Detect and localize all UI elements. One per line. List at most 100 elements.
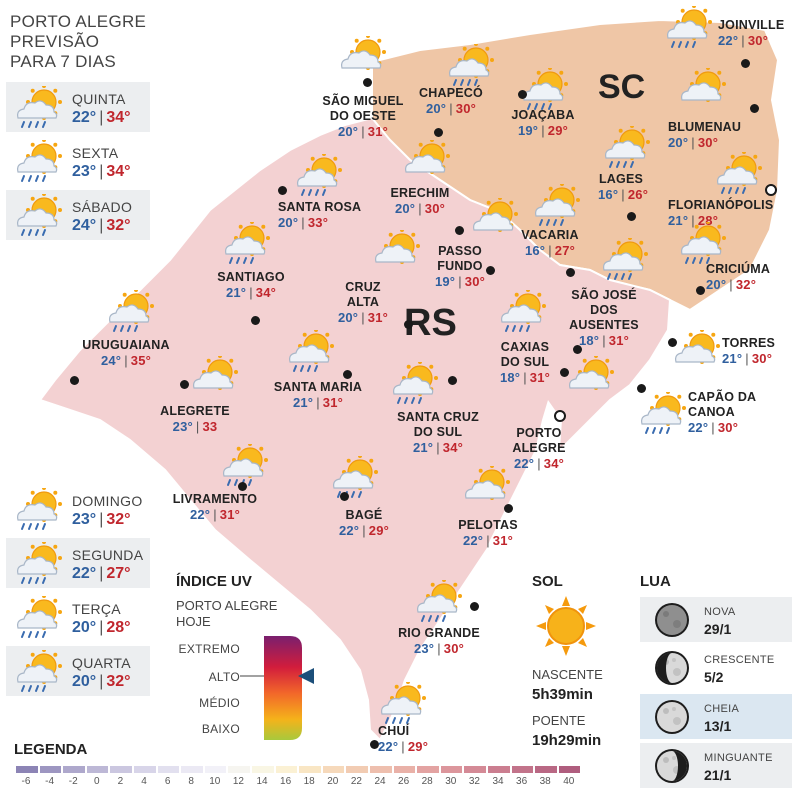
city-max: 34° (442, 440, 464, 455)
legend-heading: LEGENDA (14, 741, 88, 758)
city-name: SANTA MARIA (273, 380, 363, 394)
sun-cloud-icon (412, 578, 464, 631)
city-marker (566, 268, 575, 277)
city-name: BAGÉ (345, 508, 383, 522)
city-max: 32° (735, 277, 757, 292)
city-name: FLORIANÓPOLIS (668, 198, 774, 212)
city-max: 30° (717, 420, 739, 435)
uv-scale (240, 636, 314, 740)
city-temps: 16° | 26° (598, 187, 649, 202)
city-min: 20° (668, 135, 689, 150)
sun-cloud-rain-icon (12, 138, 64, 191)
city-name: CHAPECÓ (419, 86, 483, 100)
city-temps: 20° | 31° (337, 124, 389, 139)
city-max: 31° (367, 310, 389, 325)
moon-phase-icon (652, 697, 692, 742)
city-temps: 18° | 31° (499, 370, 551, 385)
forecast-temps: 22° | 27° (72, 565, 131, 582)
sun-cloud-icon (284, 328, 336, 381)
city-temps: 20° | 30° (394, 201, 446, 216)
sun-cloud-rain-icon (12, 192, 64, 245)
sun-cloud-icon (370, 228, 422, 281)
city-name: VACARIA (521, 228, 579, 242)
city-label: CAPÃO DA CANOA 22° | 30° (688, 390, 756, 435)
city-max: 31° (219, 507, 241, 522)
city-max: 34° (255, 285, 277, 300)
legend-tick: 16 (280, 776, 292, 787)
city-min: 22° (338, 523, 360, 538)
city-name: DO SUL (500, 355, 550, 369)
sun-cloud-icon (220, 220, 272, 273)
sun-cloud-icon (662, 4, 714, 57)
moon-phase-name: NOVA (704, 606, 736, 618)
city-min: 22° (718, 33, 739, 48)
sun-cloud-icon (188, 354, 240, 407)
city-label: URUGUAIANA 24° | 35° (78, 338, 174, 368)
city-label: CRUZ ALTA 20° | 31° (328, 280, 398, 325)
sun-cloud-icon (670, 328, 722, 381)
city-marker (363, 78, 372, 87)
capital-marker (765, 184, 777, 196)
legend-swatch (464, 766, 486, 773)
city-min: 19° (517, 123, 539, 138)
legend-swatch (488, 766, 510, 773)
city-min: 22° (378, 739, 399, 754)
sun-cloud-icon (328, 454, 380, 507)
city-min: 16° (598, 187, 619, 202)
city-marker (573, 345, 582, 354)
city-min: 23° (172, 419, 193, 434)
legend-tick: 38 (539, 776, 551, 787)
legend-swatch (39, 766, 62, 773)
legend-swatch (181, 766, 203, 773)
city-min: 23° (413, 641, 435, 656)
legend-swatch (346, 766, 368, 773)
uv-current-marker (298, 668, 314, 684)
forecast-max: 34° (106, 109, 131, 126)
sun-cloud-icon (676, 220, 728, 273)
city-temps: 20° | 32° (706, 277, 757, 292)
city-name: BLUMENAU (668, 120, 742, 134)
sun-cloud-icon (712, 150, 764, 203)
legend-swatch (204, 766, 227, 773)
city-name: JOINVILLE (718, 18, 785, 32)
city-name: SANTA ROSA (278, 200, 362, 214)
city-label: CHAPECÓ 20° | 30° (416, 86, 486, 116)
city-max: 29° (368, 523, 390, 538)
moon-phase-3: MINGUANTE 21/1 (640, 743, 792, 788)
forecast-day-0: QUINTA 22° | 34° (6, 82, 150, 132)
city-label: SÃO JOSÉ DOS AUSENTES 18° | 31° (554, 288, 654, 348)
city-max: 33 (202, 419, 218, 434)
city-name: ALEGRETE (160, 404, 230, 418)
city-max: 31° (492, 533, 514, 548)
sun-cloud-icon (636, 390, 688, 443)
city-marker (70, 376, 79, 385)
city-temps: 20° | 30° (425, 101, 477, 116)
legend-tick: 40 (563, 776, 575, 787)
sun-cloud-rain-icon (12, 486, 64, 539)
city-name: CANOA (688, 405, 735, 419)
forecast-temps: 20° | 32° (72, 673, 131, 690)
legend-swatch (16, 766, 38, 773)
legend-swatch (86, 766, 109, 773)
city-temps: 20° | 30° (668, 135, 719, 150)
city-name: CRUZ ALTA (345, 280, 381, 309)
sun-cloud-icon (336, 34, 388, 87)
moon-phase-name: MINGUANTE (704, 752, 773, 764)
legend-tick: 18 (303, 776, 315, 787)
legend-tick: 26 (398, 776, 410, 787)
city-name: JOAÇABA (511, 108, 575, 122)
city-min: 20° (394, 201, 416, 216)
city-temps: 22° | 30° (688, 420, 739, 435)
forecast-title: PORTO ALEGRE PREVISÃO PARA 7 DIAS (10, 12, 146, 72)
city-label: PELOTAS 22° | 31° (456, 518, 520, 548)
city-min: 21° (225, 285, 247, 300)
city-min: 21° (722, 351, 743, 366)
city-label: TORRES 21° | 30° (722, 336, 775, 366)
city-name: SANTIAGO (217, 270, 285, 284)
legend-swatch (110, 766, 132, 773)
sun-cloud-icon (564, 354, 616, 407)
uv-level-baixo: BAIXO (201, 722, 240, 736)
city-marker (343, 370, 352, 379)
city-label: JOINVILLE 22° | 30° (718, 18, 784, 48)
sun-cloud-icon (292, 152, 344, 205)
